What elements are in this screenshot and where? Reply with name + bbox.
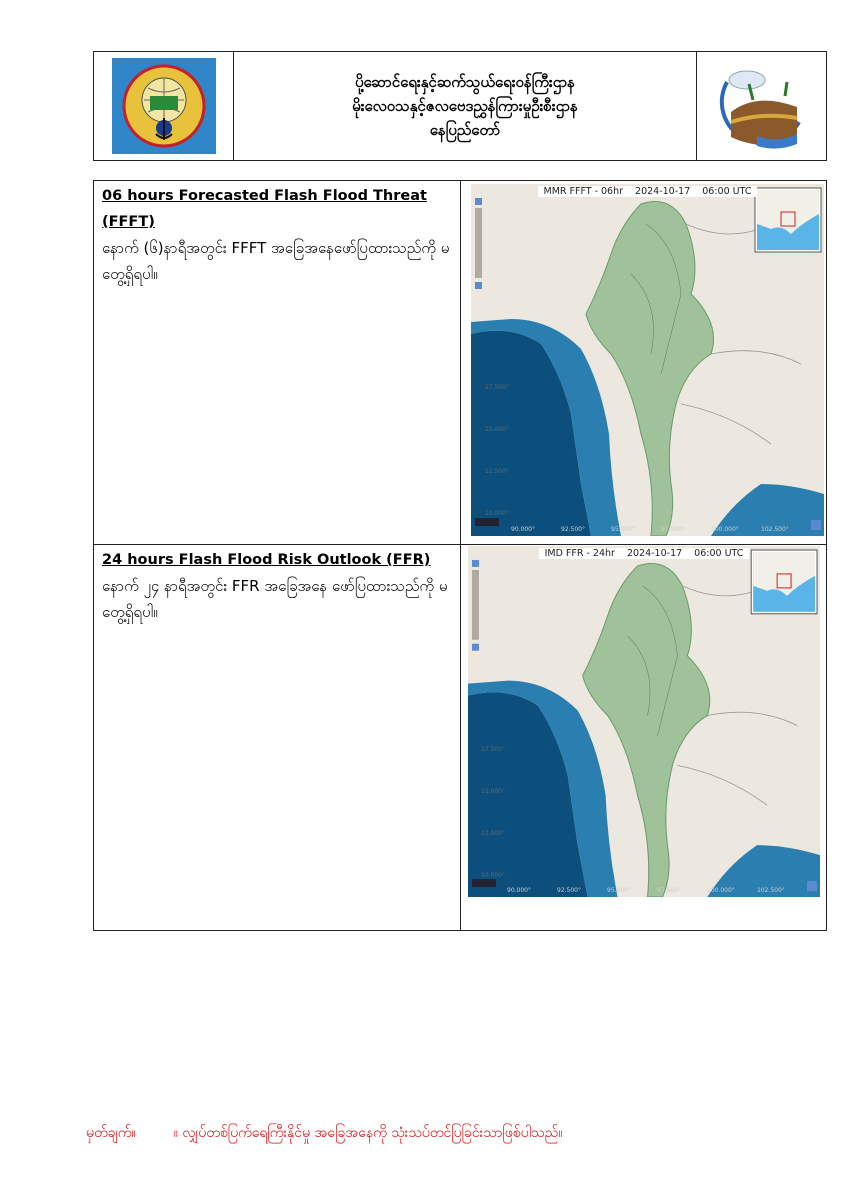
ffft-body: နောက် (၆)နာရီအတွင်း FFFT အခြေအနေဖော်ပြထာ… [102, 239, 450, 283]
row-divider [94, 544, 826, 545]
longitude-label: 90.000° [511, 526, 535, 533]
myanmar-region [585, 201, 714, 536]
map-product: MMR FFFT - 06hr [537, 186, 630, 197]
bay-of-bengal [468, 692, 588, 897]
ministry-logo [112, 58, 216, 154]
letterhead-title: ပို့ဆောင်ရေးနှင့်ဆက်သွယ်ရေးဝန်ကြီးဌာန မိ… [234, 52, 696, 160]
longitude-label: 90.000° [507, 887, 531, 894]
longitude-label: 102.500° [757, 887, 785, 894]
footer-note: မှတ်ချက်။ ။ လျှပ်တစ်ပြက်ရေကြီးနိုင်မှု အခ… [86, 1123, 600, 1144]
department-name: မိုးလေဝသနှင့်ဇလဗေဒညွှန်ကြားမှုဦးစီးဌာန [352, 97, 578, 115]
map-title: IMD FFR - 24hr 2024-10-17 06:00 UTC [467, 548, 821, 559]
myanmar-region [582, 562, 711, 897]
latitude-label: 12.500° [481, 830, 505, 837]
latitude-label: 10.000° [481, 872, 505, 879]
map-time: 06:00 UTC [696, 186, 758, 197]
bay-of-bengal [471, 330, 591, 536]
ffft-title: 06 hours Forecasted Flash Flood Threat (… [102, 188, 427, 230]
report-table: 06 hours Forecasted Flash Flood Threat (… [93, 180, 827, 931]
ffr-map[interactable]: IMD FFR - 24hr 2024-10-17 06:00 UTC 17.500°… [467, 546, 821, 897]
hydrology-logo-cell [696, 52, 826, 160]
ffft-description: 06 hours Forecasted Flash Flood Threat (… [102, 183, 454, 287]
ffft-map[interactable]: MMR FFFT - 06hr 2024-10-17 06:00 UTC 17.500… [471, 184, 824, 536]
hydrology-logo [719, 70, 801, 149]
longitude-label: 92.500° [557, 887, 581, 894]
letterhead: ပို့ဆောင်ရေးနှင့်ဆက်သွယ်ရေးဝန်ကြီးဌာန မိ… [93, 51, 827, 161]
longitude-label: 97.500° [657, 887, 681, 894]
coastal-shelf [468, 680, 618, 897]
longitude-label: 100.000° [711, 526, 739, 533]
gulf-of-thailand [711, 484, 824, 536]
latitude-label: 15.000° [481, 788, 505, 795]
ffr-description: 24 hours Flash Flood Risk Outlook (FFR) … [102, 547, 454, 625]
map-product: IMD FFR - 24hr [538, 548, 621, 559]
map-title: MMR FFFT - 06hr 2024-10-17 06:00 UTC [471, 186, 824, 197]
longitude-label: 92.500° [561, 526, 585, 533]
longitude-label: 95.000° [607, 887, 631, 894]
latitude-label: 10.000° [485, 510, 509, 517]
footer-label: မှတ်ချက်။ [86, 1125, 136, 1141]
ffr-body: နောက် ၂၄ နာရီအတွင်း FFR အခြေအနေ ဖော်ပြထာ… [102, 577, 448, 621]
longitude-label: 97.500° [661, 526, 685, 533]
map-date: 2024-10-17 [620, 548, 689, 559]
city-name: နေပြည်တော် [429, 121, 501, 139]
latitude-label: 12.500° [485, 468, 509, 475]
latitude-label: 15.000° [485, 426, 509, 433]
footer-text: ။ လျှပ်တစ်ပြက်ရေကြီးနိုင်မှု အခြေအနေကို … [173, 1125, 563, 1141]
map-date: 2024-10-17 [629, 186, 697, 197]
map-time: 06:00 UTC [688, 548, 750, 559]
longitude-label: 100.000° [707, 887, 735, 894]
latitude-label: 17.500° [481, 746, 505, 753]
longitude-label: 95.000° [611, 526, 635, 533]
gulf-of-thailand [707, 845, 820, 897]
ministry-name: ပို့ဆောင်ရေးနှင့်ဆက်သွယ်ရေးဝန်ကြီးဌာန [355, 73, 575, 91]
column-divider [460, 181, 461, 930]
longitude-label: 102.500° [761, 526, 789, 533]
latitude-label: 17.500° [485, 384, 509, 391]
ministry-logo-cell [94, 52, 234, 160]
ffr-title: 24 hours Flash Flood Risk Outlook (FFR) [102, 552, 431, 568]
coastal-shelf [471, 319, 621, 536]
